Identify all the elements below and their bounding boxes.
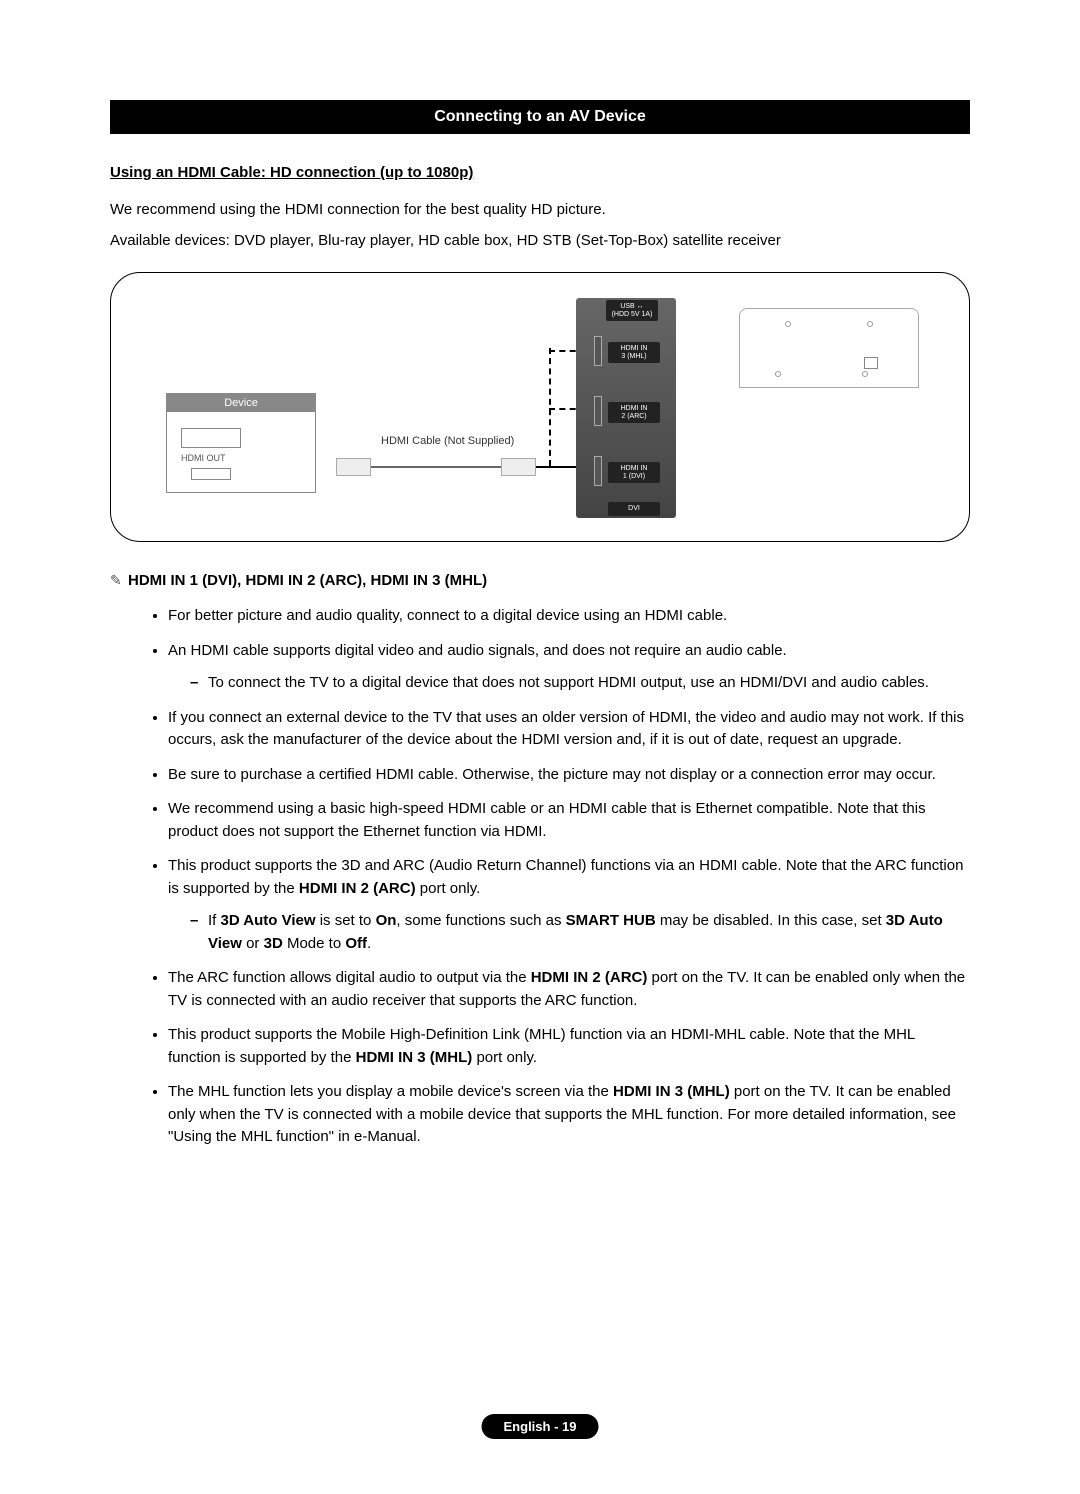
list-item: If you connect an external device to the… (168, 707, 970, 752)
rear-device-outline (739, 308, 919, 388)
port-hdmi1-slot (594, 456, 602, 486)
port-hdmi3-slot (594, 336, 602, 366)
bold-text: HDMI IN 3 (MHL) (613, 1083, 730, 1100)
cable-connector-right (501, 458, 536, 476)
port-hdmi2-label: HDMI IN 2 (ARC) (608, 402, 660, 423)
list-item: The ARC function allows digital audio to… (168, 967, 970, 1012)
sub-list-item: To connect the TV to a digital device th… (190, 672, 970, 695)
bold-text: HDMI IN 2 (ARC) (299, 880, 416, 897)
port-hdmi3-label: HDMI IN 3 (MHL) (608, 342, 660, 363)
list-item: This product supports the Mobile High-De… (168, 1024, 970, 1069)
screw-icon (785, 321, 791, 327)
bold-text: 3D Auto View (221, 912, 316, 929)
source-device-label: Device (167, 394, 315, 412)
screw-icon (775, 371, 781, 377)
list-item: This product supports the 3D and ARC (Au… (168, 855, 970, 955)
note-icon: ✎ (110, 572, 128, 589)
t: . (367, 935, 371, 952)
hdmi-out-label: HDMI OUT (181, 453, 226, 463)
sub-list-item: If 3D Auto View is set to On, some funct… (190, 910, 970, 955)
cable-connector-left (336, 458, 371, 476)
list-item: An HDMI cable supports digital video and… (168, 640, 970, 695)
port-usb-label: USB ↔ (HDD 5V 1A) (606, 300, 658, 321)
hdmi-out-port (191, 468, 231, 480)
t: The MHL function lets you display a mobi… (168, 1083, 613, 1100)
port-dvi-label: DVI (608, 502, 660, 516)
bold-text: Off (345, 935, 367, 952)
section-header: Connecting to an AV Device (110, 100, 970, 134)
hdmi-out-connector (181, 428, 241, 448)
hdmi-cable-label: HDMI Cable (Not Supplied) (381, 435, 514, 447)
note-heading: HDMI IN 1 (DVI), HDMI IN 2 (ARC), HDMI I… (128, 572, 487, 589)
mini-port (864, 357, 878, 369)
t: may be disabled. In this case, set (656, 912, 886, 929)
dashed-vertical (549, 348, 551, 466)
t: The ARC function allows digital audio to… (168, 969, 531, 986)
page-footer: English - 19 (482, 1414, 599, 1439)
note-block: ✎ HDMI IN 1 (DVI), HDMI IN 2 (ARC), HDMI… (110, 572, 970, 601)
port-hdmi1-label: HDMI IN 1 (DVI) (608, 462, 660, 483)
intro-line-2: Available devices: DVD player, Blu-ray p… (110, 230, 970, 253)
cable-line (371, 466, 501, 468)
bold-text: HDMI IN 2 (ARC) (531, 969, 648, 986)
list-text: port only. (416, 880, 481, 897)
t: Mode to (283, 935, 346, 952)
screw-icon (867, 321, 873, 327)
sub-list: If 3D Auto View is set to On, some funct… (190, 910, 970, 955)
list-item: Be sure to purchase a certified HDMI cab… (168, 764, 970, 787)
list-item: We recommend using a basic high-speed HD… (168, 798, 970, 843)
sub-list: To connect the TV to a digital device th… (190, 672, 970, 695)
connection-diagram: Device HDMI OUT HDMI Cable (Not Supplied… (110, 272, 970, 542)
list-item: For better picture and audio quality, co… (168, 605, 970, 628)
list-text: This product supports the 3D and ARC (Au… (168, 857, 963, 897)
list-text: An HDMI cable supports digital video and… (168, 642, 787, 659)
list-item: The MHL function lets you display a mobi… (168, 1081, 970, 1149)
bold-text: SMART HUB (566, 912, 656, 929)
t: If (208, 912, 221, 929)
t: is set to (316, 912, 376, 929)
t: , some functions such as (396, 912, 565, 929)
screw-icon (862, 371, 868, 377)
intro-line-1: We recommend using the HDMI connection f… (110, 199, 970, 222)
tv-rear-panel: USB ↔ (HDD 5V 1A) HDMI IN 3 (MHL) HDMI I… (576, 298, 676, 518)
bullet-list: For better picture and audio quality, co… (168, 605, 970, 1149)
t: port only. (472, 1049, 537, 1066)
bold-text: HDMI IN 3 (MHL) (356, 1049, 473, 1066)
t: This product supports the Mobile High-De… (168, 1026, 915, 1066)
port-hdmi2-slot (594, 396, 602, 426)
bold-text: On (376, 912, 397, 929)
t: or (242, 935, 264, 952)
subheading: Using an HDMI Cable: HD connection (up t… (110, 164, 970, 181)
bold-text: 3D (264, 935, 283, 952)
